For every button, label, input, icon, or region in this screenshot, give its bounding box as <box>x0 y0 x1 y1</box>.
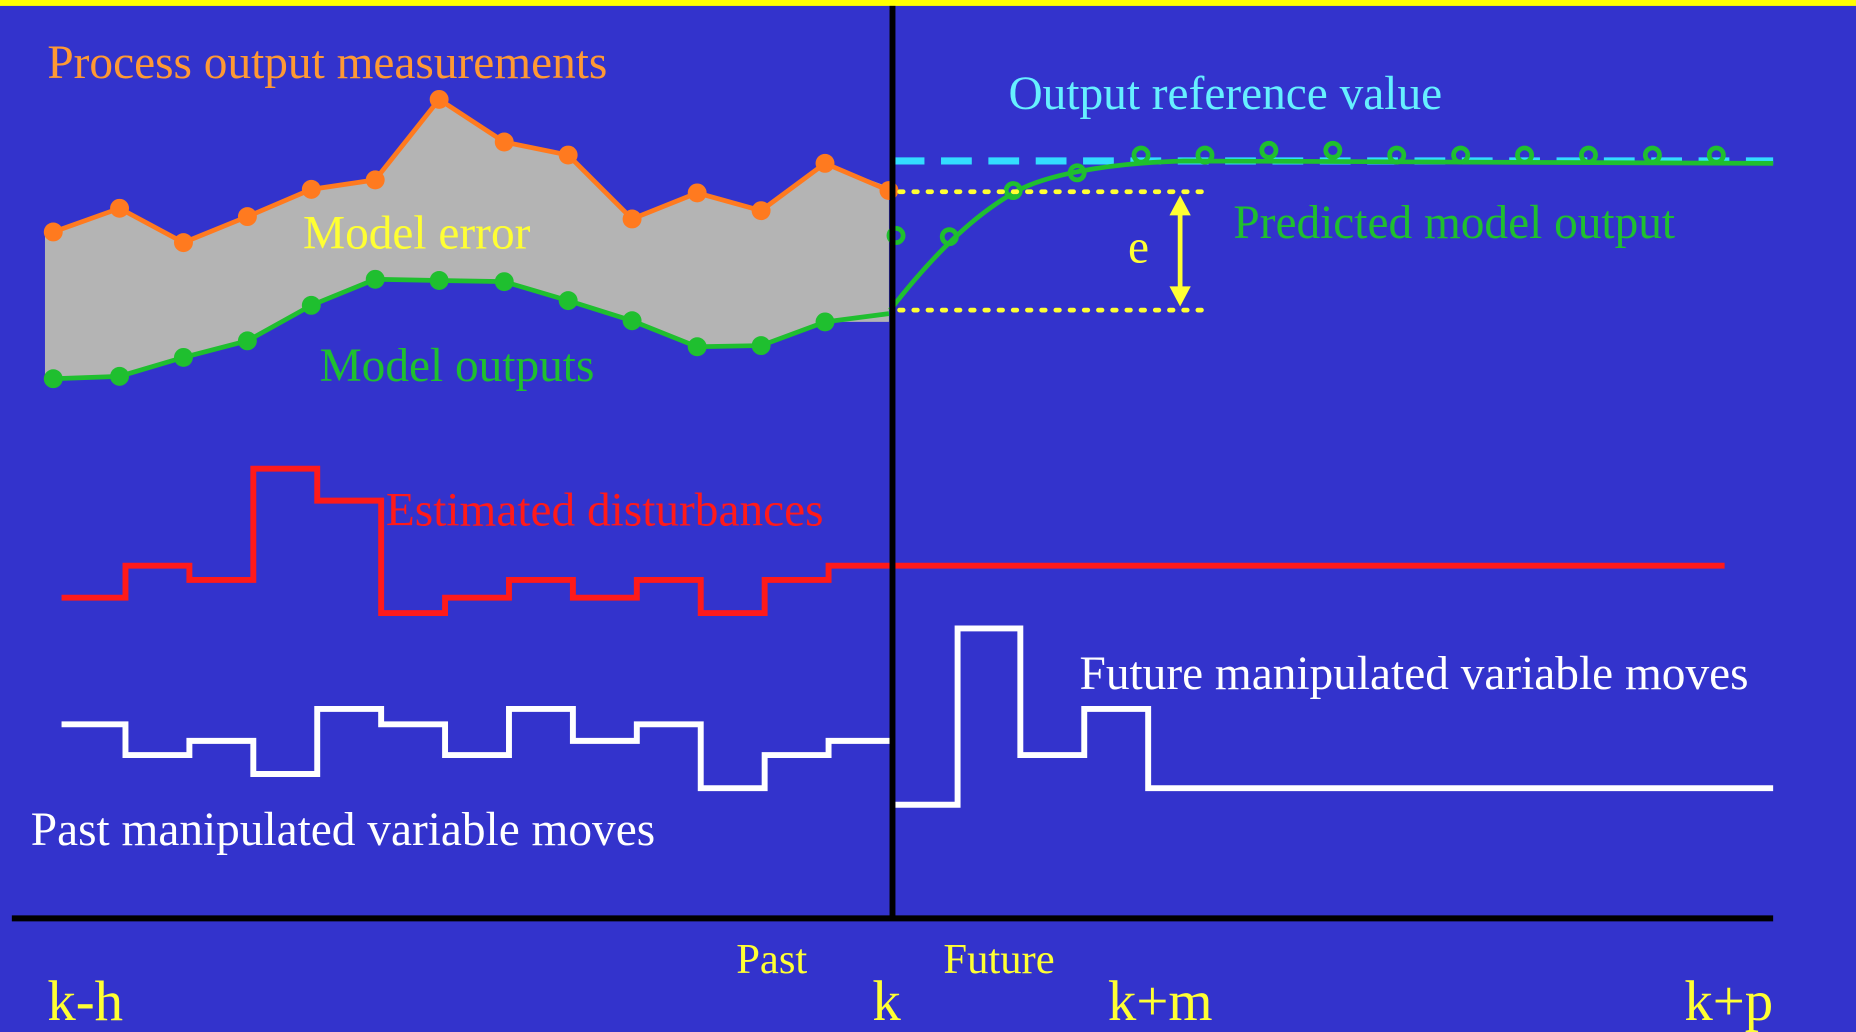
model-output-point <box>687 337 707 357</box>
measurement-point <box>110 198 130 218</box>
predicted-point <box>886 226 906 245</box>
model-error-region <box>44 99 889 377</box>
disturbance-line <box>61 465 1725 617</box>
output-reference-value-label: Output reference value <box>1008 68 1442 120</box>
tick-label-k-h: k-h <box>47 970 123 1032</box>
error-symbol: e <box>1128 222 1149 274</box>
model-output-point <box>494 272 514 292</box>
future-manipulated-moves-label: Future manipulated variable moves <box>1080 648 1749 700</box>
model-error-label: Model error <box>303 208 531 260</box>
tick-label-k-plus-m: k+m <box>1108 970 1213 1032</box>
model-output-point <box>301 295 321 315</box>
predicted-point <box>1515 145 1535 165</box>
predicted-point <box>1387 145 1407 165</box>
predicted-model-output-label: Predicted model output <box>1233 197 1675 249</box>
past-manipulated-line <box>61 705 893 792</box>
model-output-point <box>174 347 193 367</box>
predicted-point <box>1451 145 1471 165</box>
predicted-point <box>1579 145 1598 165</box>
measurement-point <box>174 233 193 253</box>
future-manipulated-line <box>892 625 1774 808</box>
predicted-point <box>1706 145 1726 165</box>
measurement-point <box>43 222 63 242</box>
error-arrow-head-up <box>1169 195 1191 216</box>
estimated-disturbances-label: Estimated disturbances <box>386 484 824 536</box>
predicted-point <box>1195 145 1215 165</box>
tick-label-k-plus-p: k+p <box>1684 970 1773 1032</box>
measurement-point <box>301 179 321 199</box>
predicted-point <box>1067 163 1087 183</box>
measurement-point <box>494 132 514 152</box>
model-outputs-label: Model outputs <box>320 340 595 392</box>
past-manipulated-moves-label: Past manipulated variable moves <box>31 804 655 856</box>
measurement-point <box>365 170 385 190</box>
measurement-point <box>237 207 257 227</box>
predicted-point <box>1323 140 1343 160</box>
model-output-point <box>622 311 642 331</box>
predicted-output-markers <box>886 140 1726 247</box>
predicted-point <box>1003 181 1023 201</box>
model-output-point <box>110 366 130 386</box>
predicted-point <box>1259 140 1279 160</box>
measurement-point <box>558 145 578 165</box>
measurement-point <box>751 201 771 221</box>
model-outputs-line <box>53 276 890 382</box>
model-output-point <box>815 312 835 332</box>
measurement-point <box>429 89 449 109</box>
measurement-point <box>622 209 642 229</box>
tick-label-k: k <box>872 970 901 1032</box>
process-output-measurements-label: Process output measurements <box>47 37 607 89</box>
model-output-point <box>237 331 257 351</box>
predicted-point <box>1642 145 1662 165</box>
past-label: Past <box>736 936 807 983</box>
future-label: Future <box>943 936 1054 983</box>
measurement-point <box>815 153 835 173</box>
error-arrow-head-down <box>1169 286 1191 307</box>
measurements-line <box>52 96 890 246</box>
model-output-point <box>751 336 771 356</box>
measurement-point <box>687 183 707 203</box>
model-output-point <box>43 369 63 389</box>
top-border <box>0 0 1856 6</box>
predicted-point <box>1131 145 1151 165</box>
model-output-point <box>365 269 385 289</box>
model-output-point <box>558 291 578 311</box>
model-output-point <box>429 271 449 290</box>
model-output-markers <box>43 269 835 389</box>
measurement-point <box>879 181 899 201</box>
predicted-point <box>939 227 959 247</box>
